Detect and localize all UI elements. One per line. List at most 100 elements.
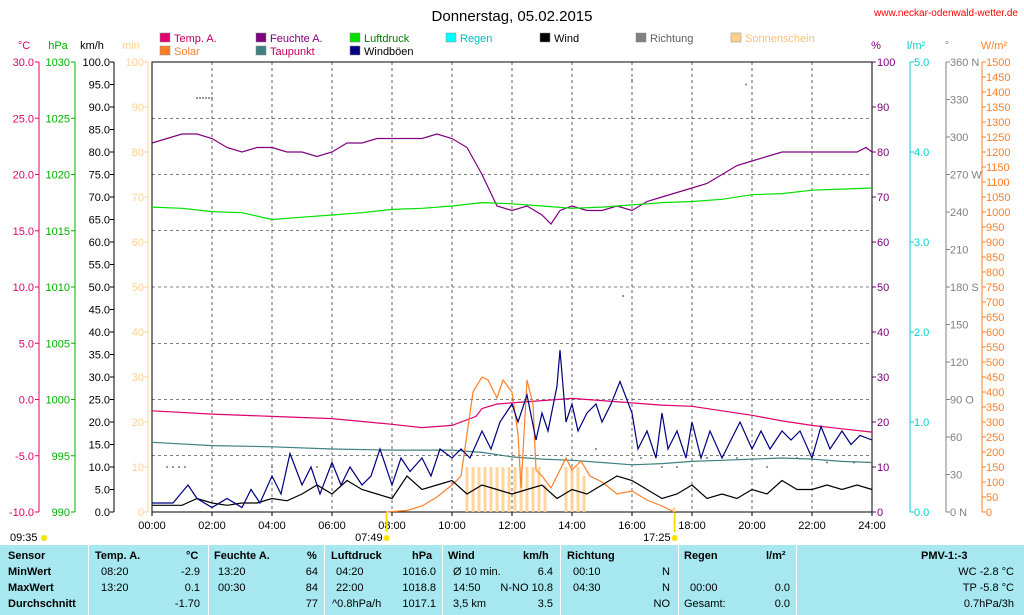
dir-value: NO bbox=[653, 598, 671, 610]
humidity-tick-label: 70 bbox=[877, 192, 889, 204]
pmv-extra: WC -2.8 °C bbox=[958, 566, 1014, 578]
pressure-tick-label: 1030 bbox=[46, 57, 70, 69]
direction-point bbox=[676, 466, 678, 468]
legend-label: Solar bbox=[174, 46, 200, 58]
wind-tick-label: 35.0 bbox=[89, 350, 110, 362]
sunshine-bar bbox=[582, 476, 586, 512]
legend-label: Luftdruck bbox=[364, 33, 410, 45]
solar-tick-label: 0 bbox=[986, 507, 992, 519]
wind-tick-label: 40.0 bbox=[89, 327, 110, 339]
direction-tick-label: 360 N bbox=[950, 57, 979, 69]
pressure-tick-label: 1025 bbox=[46, 113, 70, 125]
sunshine-bar bbox=[519, 467, 523, 512]
rain-time: 00:00 bbox=[690, 582, 718, 594]
sunshine-bar bbox=[537, 467, 541, 512]
series-windb-en bbox=[152, 349, 873, 509]
wind-tick-label: 85.0 bbox=[89, 125, 110, 137]
hum-value: 84 bbox=[305, 582, 318, 594]
solar-tick-label: 1150 bbox=[986, 162, 1010, 174]
direction-point bbox=[766, 466, 768, 468]
temp-tick-label: 20.0 bbox=[13, 170, 34, 182]
rain-total-label: Gesamt: bbox=[684, 598, 726, 610]
hdr-pmv: PMV-1:-3 bbox=[921, 550, 968, 562]
wind-tick-label: 55.0 bbox=[89, 260, 110, 272]
humidity-tick-label: 40 bbox=[877, 327, 889, 339]
press-value: 1016.0 bbox=[402, 566, 436, 578]
sunshine-bar bbox=[543, 485, 547, 512]
sunshine-tick-label: 100 bbox=[126, 57, 144, 69]
wind-tick-label: 0.0 bbox=[95, 507, 110, 519]
x-tick-label: 22:00 bbox=[798, 520, 826, 532]
sunshine-bar bbox=[672, 507, 676, 512]
direction-unit: ° bbox=[945, 40, 949, 52]
humidity-tick-label: 20 bbox=[877, 417, 889, 429]
rain-unit: l/m² bbox=[907, 40, 926, 52]
hdr-sensor: Sensor bbox=[8, 550, 46, 562]
direction-point bbox=[853, 461, 855, 464]
grid bbox=[151, 61, 873, 513]
direction-tick-label: 150 bbox=[950, 320, 968, 332]
sunshine-tick-label: 0 bbox=[138, 507, 144, 519]
series-solar bbox=[385, 376, 675, 513]
sunshine-bar bbox=[477, 467, 481, 512]
summary-header-row: Sensor Temp. A. °C Feuchte A. % Luftdruc… bbox=[0, 549, 1024, 564]
sunshine-bar bbox=[507, 467, 511, 512]
direction-point bbox=[184, 466, 186, 468]
solar-tick-label: 650 bbox=[986, 312, 1004, 324]
legend-swatch bbox=[349, 32, 361, 43]
sun-duration-label: 09:35 bbox=[10, 532, 38, 544]
legend-label: Temp. A. bbox=[174, 33, 217, 45]
legend-swatch bbox=[539, 32, 551, 43]
direction-tick-label: 60 bbox=[950, 432, 962, 444]
temp-tick-label: 30.0 bbox=[13, 57, 34, 69]
direction-point bbox=[271, 466, 273, 468]
temp-tick-label: 0.0 bbox=[19, 395, 34, 407]
wind-tick-label: 45.0 bbox=[89, 305, 110, 317]
x-tick-label: 18:00 bbox=[678, 520, 706, 532]
solar-tick-label: 400 bbox=[986, 387, 1004, 399]
row-label: MaxWert bbox=[8, 582, 54, 594]
solar-tick-label: 750 bbox=[986, 282, 1004, 294]
legend-label: Richtung bbox=[650, 33, 693, 45]
pressure-tick-label: 1000 bbox=[46, 395, 70, 407]
x-tick-label: 14:00 bbox=[558, 520, 586, 532]
x-tick-label: 04:00 bbox=[258, 520, 286, 532]
solar-tick-label: 1350 bbox=[986, 102, 1010, 114]
press-value: 1018.8 bbox=[402, 582, 436, 594]
pressure-tick-label: 1020 bbox=[46, 170, 70, 182]
x-tick-label: 16:00 bbox=[618, 520, 646, 532]
x-axis: 00:00 02:00 04:00 06:00 08:00 10:00 12:00 14:00… bbox=[10, 512, 886, 544]
rain-value: 0.0 bbox=[774, 582, 790, 594]
temp-unit: °C bbox=[18, 40, 30, 52]
direction-point bbox=[736, 457, 738, 459]
rain-tick-label: 5.0 bbox=[914, 57, 929, 69]
sunshine-bar bbox=[576, 467, 580, 512]
solar-tick-label: 50 bbox=[986, 492, 998, 504]
site-url: www.neckar-odenwald-wetter.de bbox=[873, 8, 1018, 19]
rain-tick-label: 4.0 bbox=[914, 147, 929, 159]
wind-max-value: N-NO 10.8 bbox=[500, 582, 553, 594]
hdr-temp: Temp. A. bbox=[95, 550, 141, 562]
direction-tick-label: 90 O bbox=[950, 395, 974, 407]
solar-tick-label: 250 bbox=[986, 432, 1004, 444]
humidity-tick-label: 10 bbox=[877, 462, 889, 474]
summary-row-avg: Durchschnitt -1.70 77 ^0.8hPa/h 1017.1 3… bbox=[0, 597, 1024, 612]
solar-tick-label: 800 bbox=[986, 267, 1004, 279]
solar-tick-label: 300 bbox=[986, 417, 1004, 429]
sunrise-icon bbox=[383, 535, 390, 541]
x-tick-label: 02:00 bbox=[198, 520, 226, 532]
temp-value: -1.70 bbox=[174, 598, 200, 610]
sunshine-bar bbox=[531, 467, 535, 512]
direction-tick-label: 0 N bbox=[950, 507, 967, 519]
sunset-label: 17:25 bbox=[643, 532, 671, 544]
rain-tick-label: 3.0 bbox=[914, 237, 929, 249]
temp-time: 13:20 bbox=[101, 582, 129, 594]
chart-canvas: Donnerstag, 05.02.2015 www.neckar-odenwa… bbox=[8, 8, 1019, 544]
temp-tick-label: -5.0 bbox=[15, 451, 34, 463]
hdr-press: Luftdruck bbox=[331, 550, 382, 562]
row-label: Durchschnitt bbox=[8, 598, 76, 610]
hum-value: 77 bbox=[305, 598, 318, 610]
wind-value: 3.5 bbox=[537, 598, 553, 610]
direction-point bbox=[661, 466, 663, 468]
direction-point bbox=[622, 295, 624, 297]
